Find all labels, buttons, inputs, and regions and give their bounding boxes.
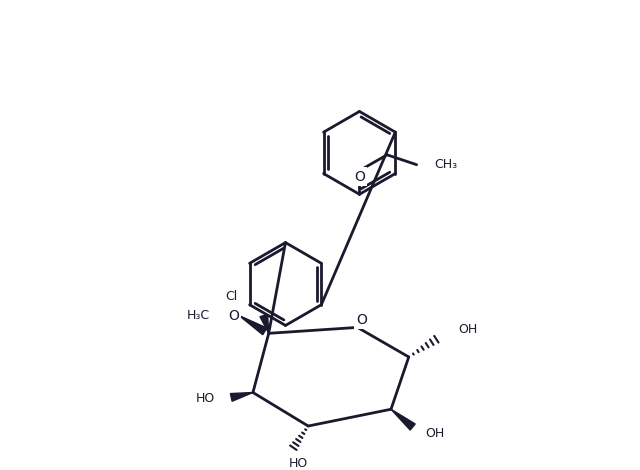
Text: HO: HO bbox=[196, 392, 216, 405]
Text: HO: HO bbox=[289, 457, 308, 470]
Polygon shape bbox=[391, 409, 415, 430]
Text: O: O bbox=[356, 313, 367, 327]
Text: Cl: Cl bbox=[225, 290, 238, 303]
Text: O: O bbox=[228, 309, 239, 322]
Text: CH₃: CH₃ bbox=[435, 158, 458, 171]
Text: O: O bbox=[354, 170, 365, 183]
Text: H₃C: H₃C bbox=[186, 309, 209, 322]
Polygon shape bbox=[260, 314, 269, 333]
Text: OH: OH bbox=[458, 323, 477, 336]
Polygon shape bbox=[230, 392, 253, 401]
Polygon shape bbox=[239, 315, 267, 335]
Text: OH: OH bbox=[426, 427, 445, 440]
